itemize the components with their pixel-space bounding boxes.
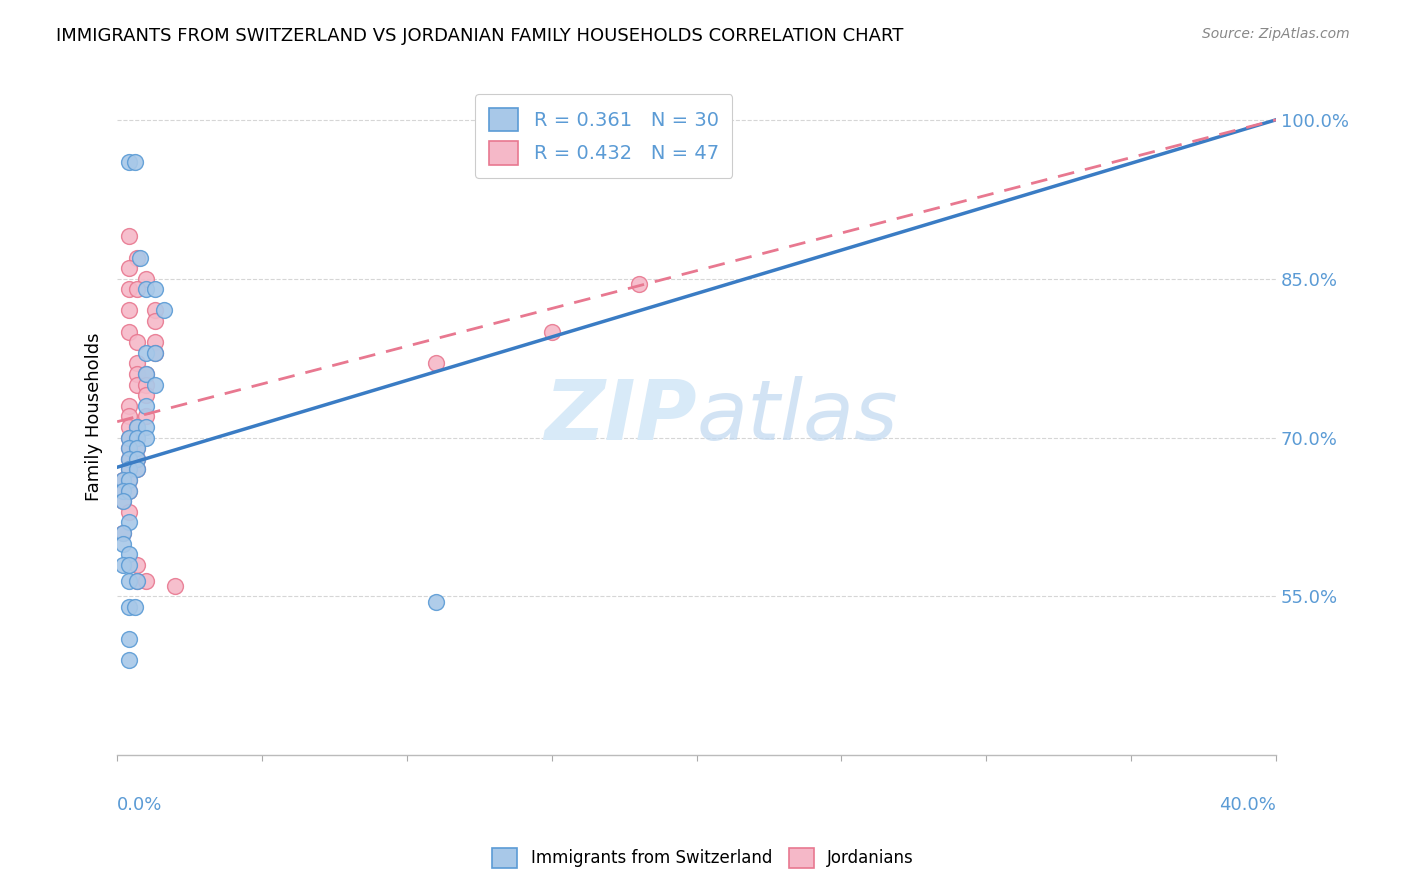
Point	[127, 251, 149, 265]
Point	[118, 282, 141, 296]
Point	[118, 409, 141, 424]
Point	[127, 356, 149, 370]
Point	[118, 441, 141, 455]
Point	[135, 574, 157, 588]
Point	[111, 525, 134, 540]
Point	[118, 574, 141, 588]
Point	[118, 483, 141, 498]
Point	[135, 367, 157, 381]
Text: Source: ZipAtlas.com: Source: ZipAtlas.com	[1202, 27, 1350, 41]
Text: atlas: atlas	[696, 376, 898, 457]
Point	[118, 473, 141, 487]
Point	[127, 441, 149, 455]
Point	[118, 261, 141, 276]
Point	[127, 282, 149, 296]
Point	[111, 483, 134, 498]
Point	[143, 346, 166, 360]
Point	[118, 516, 141, 530]
Point	[127, 441, 149, 455]
Point	[540, 325, 562, 339]
Point	[118, 483, 141, 498]
Point	[152, 303, 174, 318]
Point	[118, 399, 141, 413]
Point	[127, 574, 149, 588]
Point	[118, 600, 141, 615]
Point	[118, 441, 141, 455]
Point	[127, 558, 149, 572]
Point	[143, 314, 166, 328]
Point	[111, 494, 134, 508]
Point	[111, 558, 134, 572]
Point	[111, 473, 134, 487]
Point	[135, 377, 157, 392]
Point	[118, 547, 141, 561]
Point	[111, 473, 134, 487]
Point	[135, 431, 157, 445]
Point	[111, 525, 134, 540]
Point	[127, 420, 149, 434]
Point	[118, 420, 141, 434]
Point	[118, 155, 141, 169]
Point	[143, 346, 166, 360]
Point	[118, 431, 141, 445]
Point	[127, 367, 149, 381]
Point	[143, 303, 166, 318]
Text: ZIP: ZIP	[544, 376, 696, 457]
Text: 40.0%: 40.0%	[1219, 796, 1277, 814]
Point	[118, 632, 141, 646]
Point	[143, 335, 166, 350]
Point	[627, 123, 650, 137]
Point	[127, 451, 149, 466]
Point	[118, 229, 141, 244]
Point	[118, 462, 141, 476]
Point	[129, 251, 152, 265]
Point	[135, 388, 157, 402]
Point	[118, 505, 141, 519]
Point	[118, 451, 141, 466]
Point	[118, 653, 141, 667]
Point	[118, 558, 141, 572]
Point	[127, 335, 149, 350]
Point	[127, 431, 149, 445]
Point	[425, 595, 447, 609]
Point	[127, 574, 149, 588]
Point	[111, 536, 134, 550]
Point	[135, 367, 157, 381]
Point	[425, 356, 447, 370]
Point	[124, 600, 146, 615]
Point	[627, 277, 650, 291]
Point	[127, 462, 149, 476]
Point	[127, 462, 149, 476]
Legend: R = 0.361   N = 30, R = 0.432   N = 47: R = 0.361 N = 30, R = 0.432 N = 47	[475, 94, 733, 178]
Point	[118, 325, 141, 339]
Text: 0.0%: 0.0%	[117, 796, 163, 814]
Point	[135, 399, 157, 413]
Point	[118, 431, 141, 445]
Point	[127, 451, 149, 466]
Point	[135, 271, 157, 285]
Text: IMMIGRANTS FROM SWITZERLAND VS JORDANIAN FAMILY HOUSEHOLDS CORRELATION CHART: IMMIGRANTS FROM SWITZERLAND VS JORDANIAN…	[56, 27, 904, 45]
Point	[127, 451, 149, 466]
Point	[127, 377, 149, 392]
Y-axis label: Family Households: Family Households	[86, 332, 103, 500]
Point	[118, 451, 141, 466]
Point	[165, 579, 187, 593]
Point	[135, 409, 157, 424]
Point	[111, 494, 134, 508]
Point	[127, 431, 149, 445]
Point	[127, 420, 149, 434]
Point	[124, 155, 146, 169]
Point	[111, 483, 134, 498]
Point	[118, 462, 141, 476]
Point	[118, 303, 141, 318]
Point	[135, 282, 157, 296]
Point	[118, 473, 141, 487]
Legend: Immigrants from Switzerland, Jordanians: Immigrants from Switzerland, Jordanians	[485, 841, 921, 875]
Point	[135, 346, 157, 360]
Point	[143, 377, 166, 392]
Point	[143, 282, 166, 296]
Point	[135, 420, 157, 434]
